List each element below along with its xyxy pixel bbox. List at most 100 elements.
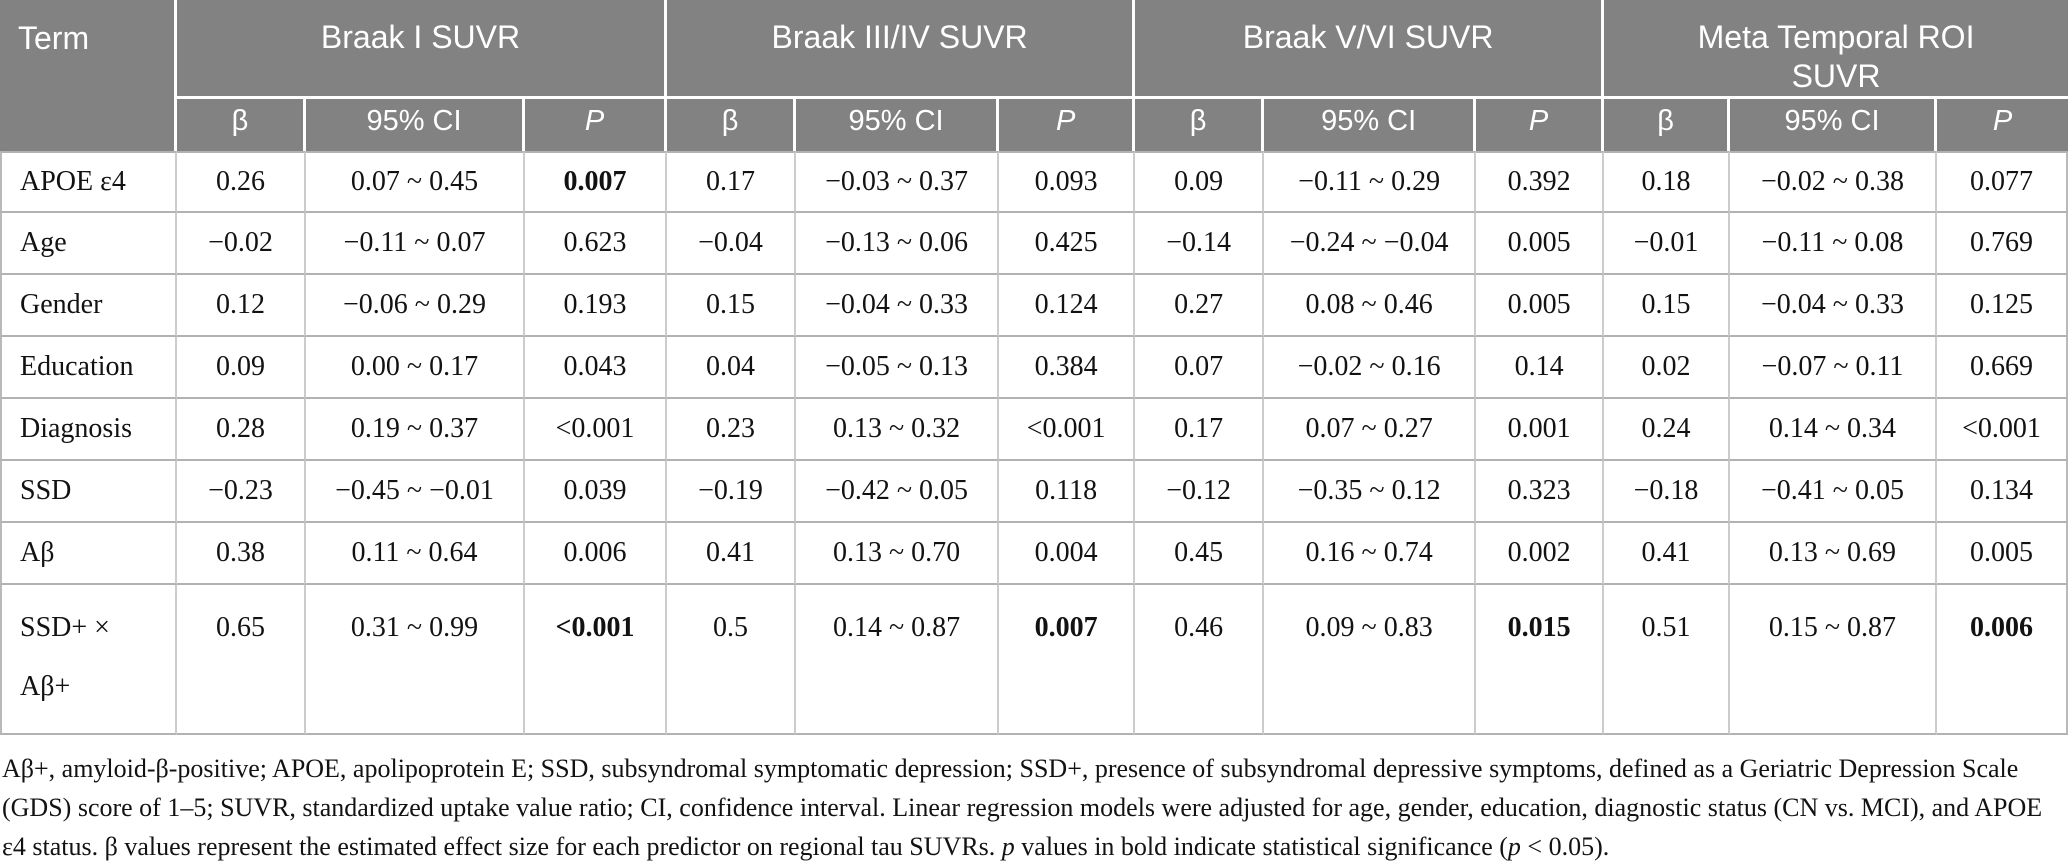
beta-value-cell: 0.51 [1604, 585, 1730, 736]
p-value-cell: 0.134 [1936, 461, 2068, 524]
regression-results-table: Term Braak I SUVR Braak III/IV SUVR Braak V… [0, 0, 2068, 736]
p-value-cell: 0.005 [1936, 523, 2068, 586]
p-value-cell: 0.077 [1936, 151, 2068, 214]
ci-value-cell: 0.16 ~ 0.74 [1264, 523, 1477, 586]
table-row-age: Age −0.02 −0.11 ~ 0.07 0.623 −0.04 −0.13 ~ 0.… [0, 213, 2068, 276]
ci-value-cell: −0.05 ~ 0.13 [796, 337, 1000, 400]
sub-header-p-braak-iii-iv-suvr: P [999, 99, 1136, 152]
sub-header-p-meta-temporal-roi-suvr: P [1936, 99, 2068, 152]
ci-value-cell: 0.13 ~ 0.70 [796, 523, 1000, 586]
term-cell: Education [0, 337, 177, 400]
table-row-gender: Gender 0.12 −0.06 ~ 0.29 0.193 0.15 −0.04 ~ 0… [0, 275, 2068, 338]
p-value-cell: 0.118 [999, 461, 1136, 524]
group-header-label: Braak V/VI SUVR [1242, 19, 1494, 55]
ci-value-cell: 0.00 ~ 0.17 [306, 337, 525, 400]
p-value-cell: 0.039 [524, 461, 668, 524]
sub-header-beta-braak-v-vi-suvr: β [1135, 99, 1265, 152]
p-value-cell: 0.001 [1476, 399, 1605, 462]
p-value-cell: 0.007 [524, 151, 668, 214]
sub-header-beta-meta-temporal-roi-suvr: β [1604, 99, 1730, 152]
footnote-segment: < 0.05). [1520, 832, 1610, 862]
beta-value-cell: 0.17 [1135, 399, 1265, 462]
sub-header-ci-braak-i-suvr: 95% CI [306, 99, 525, 152]
ci-value-cell: −0.03 ~ 0.37 [796, 151, 1000, 214]
ci-value-cell: 0.14 ~ 0.34 [1730, 399, 1937, 462]
table-body: APOE ε4 0.26 0.07 ~ 0.45 0.007 0.17 −0.03 ~ 0… [0, 151, 2068, 736]
sub-header-beta-braak-iii-iv-suvr: β [667, 99, 797, 152]
beta-value-cell: 0.12 [177, 275, 307, 338]
term-cell: Age [0, 213, 177, 276]
footnote-italic-segment: p [1001, 832, 1015, 862]
ci-value-cell: −0.02 ~ 0.38 [1730, 151, 1937, 214]
p-value-cell: 0.125 [1936, 275, 2068, 338]
sub-header-ci-meta-temporal-roi-suvr: 95% CI [1730, 99, 1937, 152]
beta-value-cell: 0.23 [667, 399, 797, 462]
beta-value-cell: −0.02 [177, 213, 307, 276]
p-value-cell: 0.193 [524, 275, 668, 338]
p-value-cell: 0.769 [1936, 213, 2068, 276]
sub-header-p-braak-v-vi-suvr: P [1476, 99, 1605, 152]
beta-value-cell: 0.18 [1604, 151, 1730, 214]
p-value-cell: 0.015 [1476, 585, 1605, 736]
beta-value-cell: −0.19 [667, 461, 797, 524]
beta-value-cell: 0.02 [1604, 337, 1730, 400]
p-value-cell: 0.005 [1476, 275, 1605, 338]
ci-value-cell: −0.02 ~ 0.16 [1264, 337, 1477, 400]
ci-value-cell: 0.11 ~ 0.64 [306, 523, 525, 586]
beta-value-cell: 0.41 [667, 523, 797, 586]
beta-value-cell: 0.15 [1604, 275, 1730, 338]
beta-value-cell: −0.12 [1135, 461, 1265, 524]
term-cell: SSD+ × Aβ+ [0, 585, 177, 736]
p-value-cell: 0.007 [999, 585, 1136, 736]
table-row-ssd: SSD −0.23 −0.45 ~ −0.01 0.039 −0.19 −0.42 ~ 0… [0, 461, 2068, 524]
ci-value-cell: 0.31 ~ 0.99 [306, 585, 525, 736]
beta-value-cell: −0.18 [1604, 461, 1730, 524]
beta-value-cell: −0.01 [1604, 213, 1730, 276]
p-value-cell: 0.004 [999, 523, 1136, 586]
p-value-cell: <0.001 [999, 399, 1136, 462]
term-cell: Aβ [0, 523, 177, 586]
ci-value-cell: 0.08 ~ 0.46 [1264, 275, 1477, 338]
table-footnote: Aβ+, amyloid-β-positive; APOE, apolipopr… [0, 735, 2068, 866]
sub-header-beta-braak-i-suvr: β [177, 99, 307, 152]
beta-value-cell: −0.14 [1135, 213, 1265, 276]
ci-value-cell: 0.13 ~ 0.32 [796, 399, 1000, 462]
p-value-cell: 0.006 [1936, 585, 2068, 736]
table-header: Term Braak I SUVR Braak III/IV SUVR Braak V… [0, 0, 2068, 152]
footnote-segment: Aβ+, amyloid-β-positive; APOE, apolipopr… [2, 754, 2043, 862]
p-value-cell: 0.043 [524, 337, 668, 400]
ci-value-cell: −0.11 ~ 0.29 [1264, 151, 1477, 214]
ci-value-cell: −0.13 ~ 0.06 [796, 213, 1000, 276]
beta-value-cell: 0.38 [177, 523, 307, 586]
beta-value-cell: 0.04 [667, 337, 797, 400]
p-value-cell: <0.001 [524, 399, 668, 462]
beta-value-cell: 0.24 [1604, 399, 1730, 462]
beta-value-cell: 0.65 [177, 585, 307, 736]
p-value-cell: 0.669 [1936, 337, 2068, 400]
p-value-cell: <0.001 [1936, 399, 2068, 462]
p-value-cell: 0.323 [1476, 461, 1605, 524]
ci-value-cell: −0.04 ~ 0.33 [1730, 275, 1937, 338]
group-header-meta-temporal-roi-suvr: Meta Temporal ROI SUVR [1604, 0, 2068, 100]
ci-value-cell: 0.09 ~ 0.83 [1264, 585, 1477, 736]
table-row-apoe-4: APOE ε4 0.26 0.07 ~ 0.45 0.007 0.17 −0.03 ~ 0… [0, 151, 2068, 214]
group-header-braak-iii-iv-suvr: Braak III/IV SUVR [667, 0, 1136, 100]
ci-value-cell: −0.06 ~ 0.29 [306, 275, 525, 338]
p-value-cell: 0.384 [999, 337, 1136, 400]
p-value-cell: 0.14 [1476, 337, 1605, 400]
beta-value-cell: 0.27 [1135, 275, 1265, 338]
group-header-label: Meta Temporal ROI SUVR [1697, 19, 1975, 95]
beta-value-cell: 0.45 [1135, 523, 1265, 586]
sub-header-p-braak-i-suvr: P [524, 99, 668, 152]
p-value-cell: 0.124 [999, 275, 1136, 338]
term-cell: Diagnosis [0, 399, 177, 462]
ci-value-cell: 0.14 ~ 0.87 [796, 585, 1000, 736]
beta-value-cell: 0.41 [1604, 523, 1730, 586]
ci-value-cell: −0.42 ~ 0.05 [796, 461, 1000, 524]
ci-value-cell: 0.13 ~ 0.69 [1730, 523, 1937, 586]
sub-header-ci-braak-v-vi-suvr: 95% CI [1264, 99, 1477, 152]
ci-value-cell: −0.07 ~ 0.11 [1730, 337, 1937, 400]
beta-value-cell: 0.15 [667, 275, 797, 338]
